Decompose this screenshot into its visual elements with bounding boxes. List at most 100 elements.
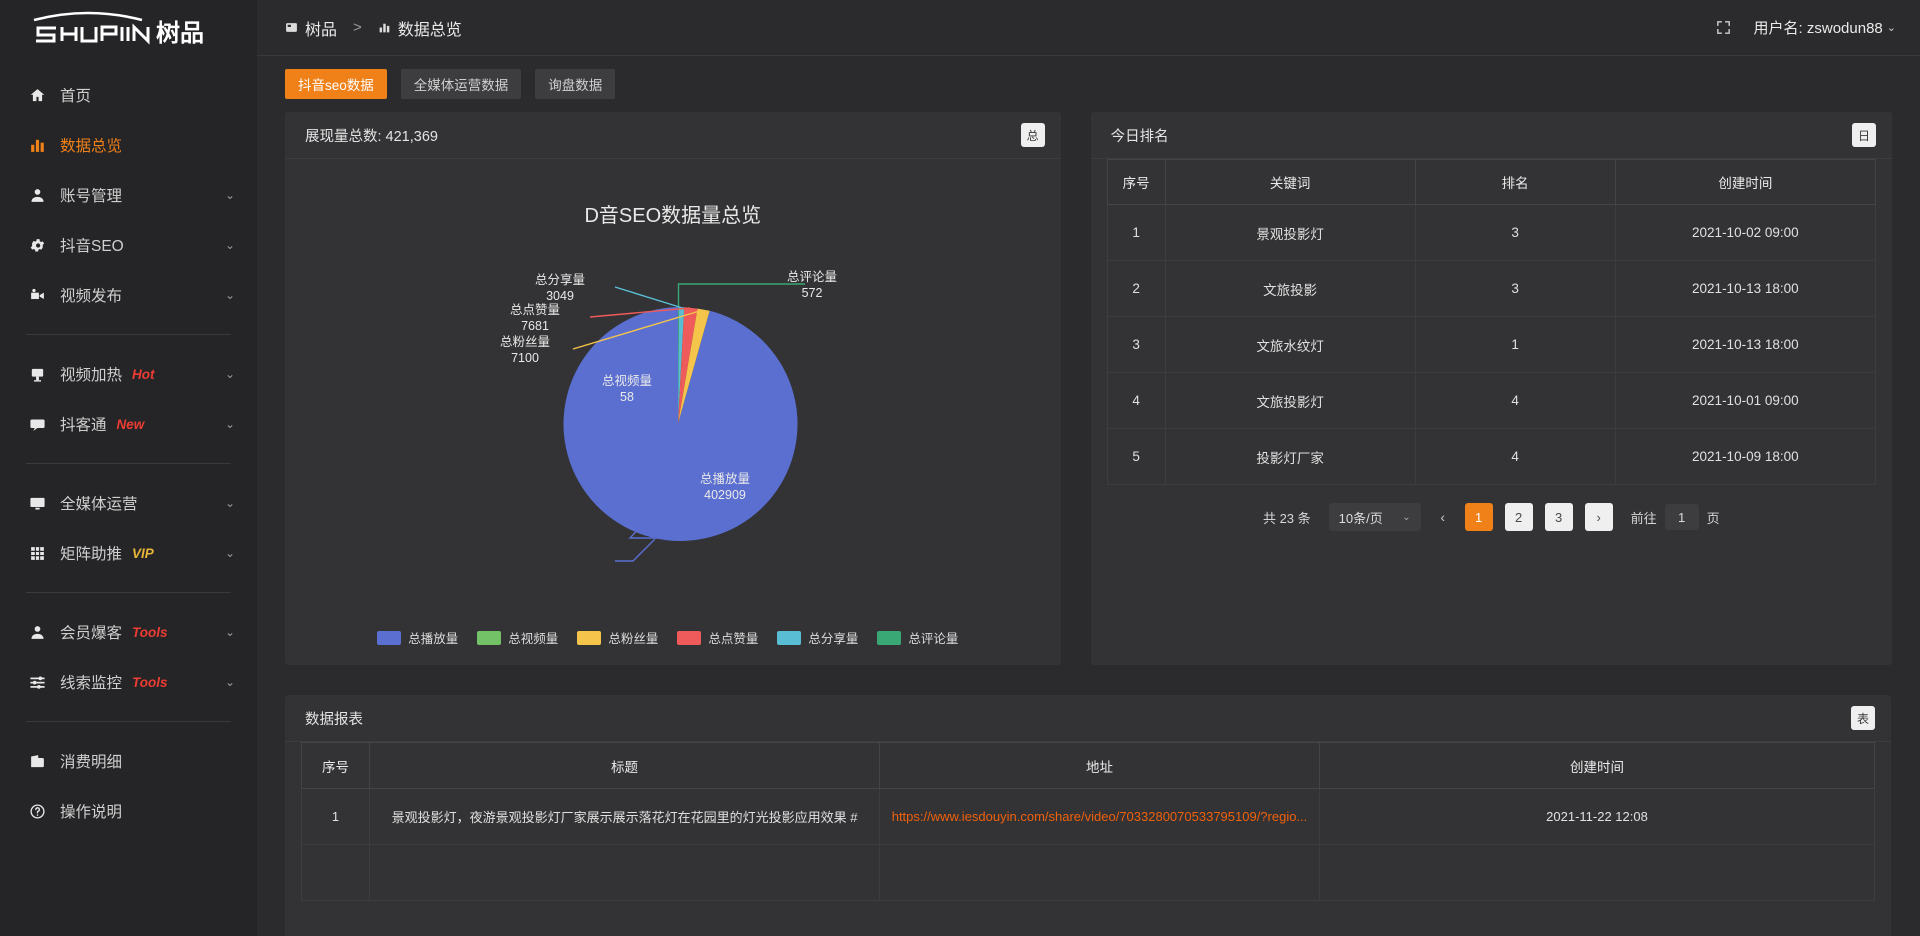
- sidebar-group-1: 视频加热 Hot ⌄ 抖客通 New ⌄: [0, 347, 257, 451]
- table-row[interactable]: 3 文旅水纹灯 1 2021-10-13 18:00: [1106, 316, 1877, 373]
- rank-col-created: 创建时间: [1614, 159, 1877, 205]
- sidebar-item-douketong[interactable]: 抖客通 New ⌄: [0, 399, 257, 449]
- table-row[interactable]: 5 投影灯厂家 4 2021-10-09 18:00: [1106, 428, 1877, 485]
- cell-created: 2021-10-09 18:00: [1614, 428, 1877, 485]
- sidebar-item-home[interactable]: 首页: [0, 70, 257, 120]
- report-url-link[interactable]: https://www.iesdouyin.com/share/video/70…: [891, 809, 1308, 824]
- bar-chart-icon: [26, 134, 48, 156]
- fullscreen-icon[interactable]: [1715, 19, 1732, 36]
- sidebar-item-member-baoke[interactable]: 会员爆客 Tools ⌄: [0, 607, 257, 657]
- legend-label: 总粉丝量: [608, 632, 659, 646]
- sidebar-item-video-boost[interactable]: 视频加热 Hot ⌄: [0, 349, 257, 399]
- sidebar-divider: [26, 592, 231, 593]
- user-name-label: 用户名: zswodun88: [1753, 20, 1883, 37]
- breadcrumb-root[interactable]: 树品: [285, 16, 337, 40]
- breadcrumb-current: 数据总览: [378, 16, 462, 40]
- cell-created: 2021-10-13 18:00: [1614, 260, 1877, 317]
- cell-url[interactable]: https://www.iesdouyin.com/share/video/70…: [879, 788, 1320, 845]
- sidebar-item-label: 账号管理: [60, 188, 123, 205]
- chevron-down-icon: ⌄: [224, 675, 235, 689]
- cell-index: 1: [301, 788, 370, 845]
- legend-swatch: [677, 630, 702, 645]
- table-row[interactable]: 1 景观投影灯 3 2021-10-02 09:00: [1106, 204, 1877, 261]
- tab-inquiry-data[interactable]: 询盘数据: [535, 69, 616, 99]
- cell-created: 2021-11-22 12:08: [1319, 788, 1875, 845]
- pie-slice-fans[interactable]: [678, 308, 710, 424]
- rank-col-keyword: 关键词: [1164, 159, 1416, 205]
- pagination-next[interactable]: ›: [1584, 503, 1613, 531]
- sidebar-divider: [26, 334, 231, 335]
- table-row[interactable]: [301, 844, 1875, 901]
- sidebar-item-omnimedia[interactable]: 全媒体运营 ⌄: [0, 478, 257, 528]
- sidebar-divider: [26, 721, 231, 722]
- legend-swatch: [477, 630, 502, 645]
- legend-item-fans[interactable]: 总粉丝量: [577, 628, 658, 647]
- chevron-down-icon: ⌄: [224, 288, 235, 302]
- sidebar-group-3: 会员爆客 Tools ⌄ 线索监控 Tools ⌄: [0, 605, 257, 709]
- pie-slice-likes[interactable]: [678, 307, 698, 424]
- table-row[interactable]: 2 文旅投影 3 2021-10-13 18:00: [1106, 260, 1877, 317]
- rank-col-rank: 排名: [1414, 159, 1616, 205]
- breadcrumb: 树品 > 数据总览: [285, 16, 462, 40]
- user-menu[interactable]: 用户名: zswodun88 ⌄: [1754, 17, 1896, 38]
- pie-label-plays-name: 总播放量: [700, 471, 750, 486]
- chevron-down-icon: ⌄: [224, 625, 235, 639]
- sidebar-item-label: 操作说明: [60, 804, 123, 821]
- legend-label: 总分享量: [808, 632, 859, 646]
- impressions-total-label: 展现量总数: 421,369: [305, 128, 438, 145]
- report-table-badge[interactable]: 表: [1851, 706, 1875, 730]
- sidebar-item-lead-monitor[interactable]: 线索监控 Tools ⌄: [0, 657, 257, 707]
- pagination-goto-input[interactable]: 1: [1664, 504, 1699, 530]
- tab-omnimedia-data[interactable]: 全媒体运营数据: [400, 69, 522, 99]
- rank-col-index: 序号: [1106, 159, 1166, 205]
- content-area: 展现量总数: 421,369 总 D音SEO数据量总览: [257, 112, 1920, 936]
- legend-item-likes[interactable]: 总点赞量: [677, 628, 758, 647]
- chart-total-badge[interactable]: 总: [1020, 123, 1045, 147]
- sidebar-item-instructions[interactable]: 操作说明: [0, 786, 257, 836]
- report-table: 序号 标题 地址 创建时间 1 景观投影灯，夜游景观投影灯厂家展示展示落花灯在花…: [301, 742, 1875, 901]
- chart-body: D音SEO数据量总览: [285, 159, 1061, 665]
- sidebar-item-account-management[interactable]: 账号管理 ⌄: [0, 170, 257, 220]
- cell-title: [369, 844, 880, 901]
- sidebar-item-label: 抖音SEO: [60, 238, 124, 255]
- cell-index: 4: [1106, 372, 1166, 429]
- rank-table: 序号 关键词 排名 创建时间 1 景观投影灯 3: [1106, 159, 1877, 485]
- legend-item-videos[interactable]: 总视频量: [477, 628, 558, 647]
- sidebar-item-label: 视频发布: [60, 288, 123, 305]
- sidebar-item-matrix-boost[interactable]: 矩阵助推 VIP ⌄: [0, 528, 257, 578]
- pagination-page-3[interactable]: 3: [1544, 503, 1573, 531]
- legend-item-plays[interactable]: 总播放量: [377, 628, 458, 647]
- brand-logo[interactable]: 树品: [0, 0, 257, 56]
- chevron-down-icon: ⌄: [224, 417, 235, 431]
- pagination-page-1[interactable]: 1: [1464, 503, 1493, 531]
- home-icon: [26, 84, 48, 106]
- sidebar-item-douyin-seo[interactable]: 抖音SEO ⌄: [0, 220, 257, 270]
- pagination-prev[interactable]: ‹: [1440, 509, 1445, 525]
- tab-douyin-seo-data[interactable]: 抖音seo数据: [285, 69, 387, 99]
- sidebar-item-data-overview[interactable]: 数据总览: [0, 120, 257, 170]
- table-row[interactable]: 4 文旅投影灯 4 2021-10-01 09:00: [1106, 372, 1877, 429]
- page-size-select[interactable]: 10条/页 ⌄: [1328, 503, 1421, 531]
- sidebar-group-0: 首页 数据总览 账号管理 ⌄: [0, 68, 257, 322]
- sidebar-item-label: 抖客通: [60, 417, 107, 434]
- table-row[interactable]: 1 景观投影灯，夜游景观投影灯厂家展示展示落花灯在花园里的灯光投影应用效果 # …: [301, 788, 1875, 845]
- legend-item-comments[interactable]: 总评论量: [877, 628, 958, 647]
- pie-slice-shares[interactable]: [678, 307, 685, 424]
- cell-rank: 3: [1414, 204, 1616, 261]
- report-col-url: 地址: [879, 742, 1320, 789]
- question-icon: [26, 800, 48, 822]
- sidebar-item-consumption-detail[interactable]: 消费明细: [0, 736, 257, 786]
- chart-card-header: 展现量总数: 421,369 总: [285, 112, 1061, 159]
- cell-created: 2021-10-01 09:00: [1614, 372, 1877, 429]
- shupin-logo-icon: 树品: [33, 11, 204, 47]
- pagination-page-2[interactable]: 2: [1504, 503, 1533, 531]
- member-icon: [26, 621, 48, 643]
- pie-slice-plays[interactable]: [563, 307, 798, 541]
- pie-slice-videos[interactable]: [678, 310, 710, 424]
- legend-item-shares[interactable]: 总分享量: [777, 628, 858, 647]
- sliders-icon: [26, 671, 48, 693]
- rank-day-badge[interactable]: 日: [1852, 123, 1876, 147]
- sidebar-item-video-publish[interactable]: 视频发布 ⌄: [0, 270, 257, 320]
- cell-keyword: 景观投影灯: [1164, 204, 1416, 261]
- breadcrumb-root-label: 树品: [305, 21, 338, 39]
